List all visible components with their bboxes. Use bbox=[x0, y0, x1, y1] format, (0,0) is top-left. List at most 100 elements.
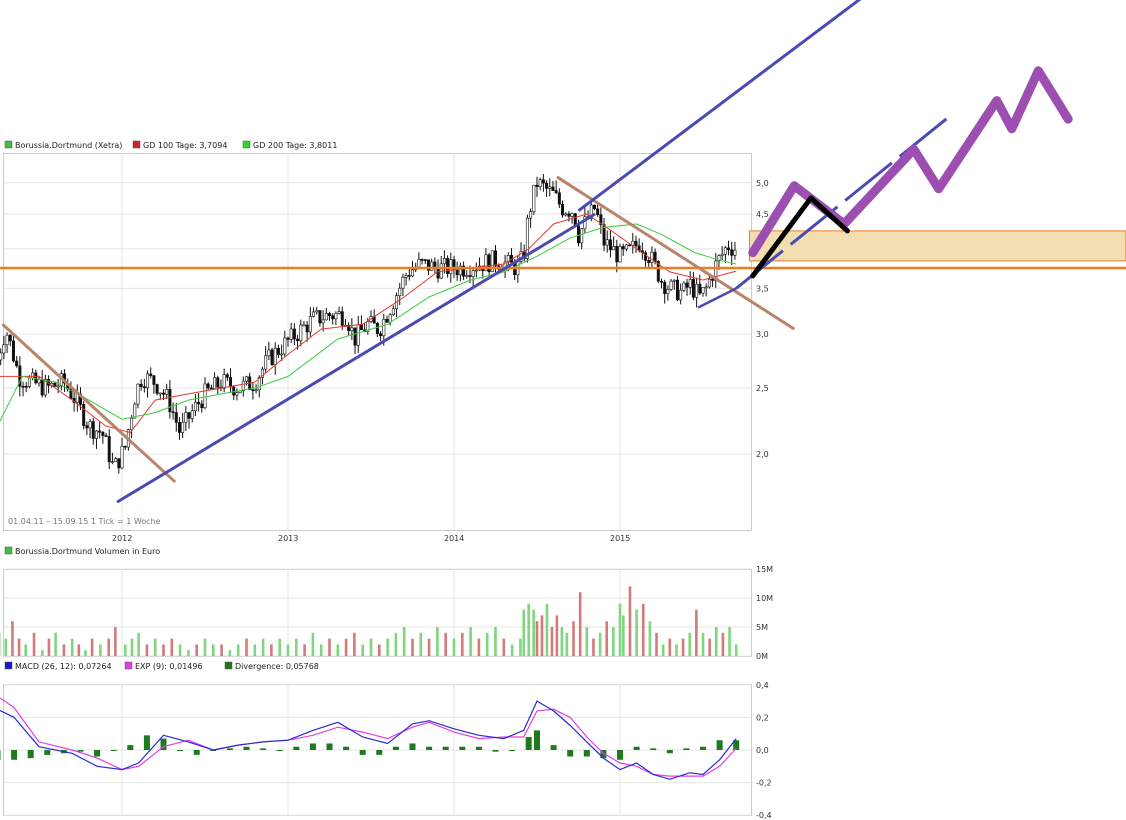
candle-body bbox=[621, 246, 625, 250]
divergence-bar bbox=[683, 748, 690, 750]
candle-body bbox=[551, 186, 555, 191]
square-icon bbox=[124, 661, 133, 670]
candle-body bbox=[158, 392, 162, 395]
volume-bar bbox=[84, 650, 87, 656]
volume-bar bbox=[153, 638, 157, 656]
candle-body bbox=[711, 278, 715, 281]
candle-body bbox=[541, 179, 545, 184]
candle-body bbox=[27, 377, 31, 387]
candle-body bbox=[296, 338, 300, 342]
divergence-bar bbox=[666, 750, 673, 754]
volume-bar bbox=[419, 632, 423, 656]
legend-divergence-label: Divergence: 0,05768 bbox=[235, 662, 319, 671]
candle-body bbox=[56, 385, 60, 388]
candle-body bbox=[331, 315, 335, 320]
candle-body bbox=[442, 258, 446, 265]
candle-body bbox=[596, 208, 600, 216]
volume-bar bbox=[361, 644, 364, 656]
volume-bar bbox=[734, 644, 738, 656]
macd-tick-label: 0,2 bbox=[756, 713, 769, 722]
candle-body bbox=[458, 265, 462, 276]
candle-body bbox=[532, 184, 536, 213]
candle-body bbox=[474, 269, 478, 272]
candle-body bbox=[717, 255, 721, 262]
divergence-bar bbox=[359, 750, 366, 755]
year-tick-label: 2012 bbox=[112, 534, 132, 543]
candle-body bbox=[730, 249, 734, 256]
candle-body bbox=[420, 259, 424, 261]
candle-body bbox=[149, 373, 153, 376]
volume-bar bbox=[145, 644, 149, 656]
candle-body bbox=[104, 435, 108, 437]
candle-body bbox=[85, 425, 89, 429]
volume-bar bbox=[162, 644, 165, 656]
candle-body bbox=[423, 259, 427, 261]
candle-body bbox=[267, 349, 271, 357]
volume-bar bbox=[622, 615, 625, 656]
divergence-bar bbox=[716, 740, 723, 750]
candle-body bbox=[557, 192, 561, 205]
volume-bar bbox=[708, 638, 711, 656]
candle-body bbox=[270, 349, 274, 365]
volume-bar bbox=[286, 644, 290, 656]
candle-body bbox=[602, 224, 606, 246]
candle-body bbox=[123, 445, 127, 448]
legend-volume: Borussia.Dortmund Volumen in Euro bbox=[4, 546, 160, 556]
candle-body bbox=[257, 377, 261, 391]
volume-bar bbox=[701, 632, 705, 656]
candle-body bbox=[206, 383, 210, 389]
candle-body bbox=[197, 401, 201, 405]
divergence-bar bbox=[0, 750, 1, 760]
square-icon bbox=[4, 546, 13, 555]
candle-body bbox=[490, 250, 494, 273]
volume-bar bbox=[598, 632, 602, 656]
candle-body bbox=[11, 340, 15, 362]
volume-bar bbox=[261, 638, 265, 656]
volume-bar bbox=[203, 638, 207, 656]
price-tick-label: 4,5 bbox=[756, 210, 769, 219]
divergence-bar bbox=[260, 748, 267, 750]
candle-body bbox=[292, 328, 296, 340]
candle-body bbox=[2, 344, 6, 354]
divergence-bar bbox=[343, 746, 350, 750]
volume-bar bbox=[245, 638, 248, 656]
year-tick-label: 2014 bbox=[444, 534, 464, 543]
candle-body bbox=[608, 239, 612, 251]
divergence-bar bbox=[650, 748, 657, 750]
divergence-bar bbox=[143, 735, 150, 750]
blue-dashed-projection bbox=[735, 113, 953, 290]
candle-body bbox=[299, 324, 303, 342]
volume-bar bbox=[572, 621, 575, 656]
volume-bar bbox=[402, 627, 406, 656]
candle-body bbox=[704, 286, 708, 289]
candle-body bbox=[315, 310, 319, 313]
candle-body bbox=[155, 384, 159, 394]
volume-bar bbox=[70, 638, 74, 656]
price-tick-label: 2,0 bbox=[756, 450, 769, 459]
candle-body bbox=[564, 213, 568, 216]
candle-body bbox=[548, 186, 552, 189]
divergence-bar bbox=[534, 730, 540, 750]
black-scenario-line bbox=[750, 195, 850, 279]
divergence-bar bbox=[550, 745, 557, 750]
candle-body bbox=[289, 328, 293, 340]
volume-bar bbox=[519, 638, 522, 656]
candle-body bbox=[484, 254, 488, 272]
candle-body bbox=[430, 261, 434, 271]
candle-body bbox=[529, 211, 533, 219]
macd-grid: -0,4 -0,2 0,0 0,2 0,4 bbox=[4, 681, 772, 820]
candle-body bbox=[599, 214, 603, 226]
candle-body bbox=[733, 249, 737, 256]
volume-tick-label: 15M bbox=[756, 565, 773, 574]
candle-body bbox=[605, 239, 609, 246]
divergence-bar bbox=[600, 750, 607, 759]
volume-tick-label: 0M bbox=[756, 652, 768, 661]
divergence-bar bbox=[193, 750, 200, 755]
candle-body bbox=[570, 213, 574, 217]
divergence-bar bbox=[525, 736, 532, 750]
candle-body bbox=[465, 275, 469, 277]
volume-bar bbox=[236, 644, 240, 656]
macd-tick-label: -0,2 bbox=[756, 779, 772, 788]
price-tick-label: 3,0 bbox=[756, 330, 769, 339]
volume-bar bbox=[378, 644, 381, 656]
